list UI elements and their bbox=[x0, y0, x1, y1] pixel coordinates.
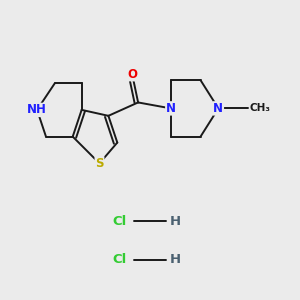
Text: N: N bbox=[166, 102, 176, 115]
Text: Cl: Cl bbox=[112, 254, 126, 266]
Text: N: N bbox=[213, 102, 224, 115]
Text: O: O bbox=[127, 68, 137, 81]
Text: Cl: Cl bbox=[112, 215, 126, 228]
Text: CH₃: CH₃ bbox=[250, 103, 271, 113]
Text: S: S bbox=[95, 157, 104, 170]
Text: NH: NH bbox=[27, 103, 47, 116]
Text: H: H bbox=[169, 254, 180, 266]
Text: H: H bbox=[169, 215, 180, 228]
